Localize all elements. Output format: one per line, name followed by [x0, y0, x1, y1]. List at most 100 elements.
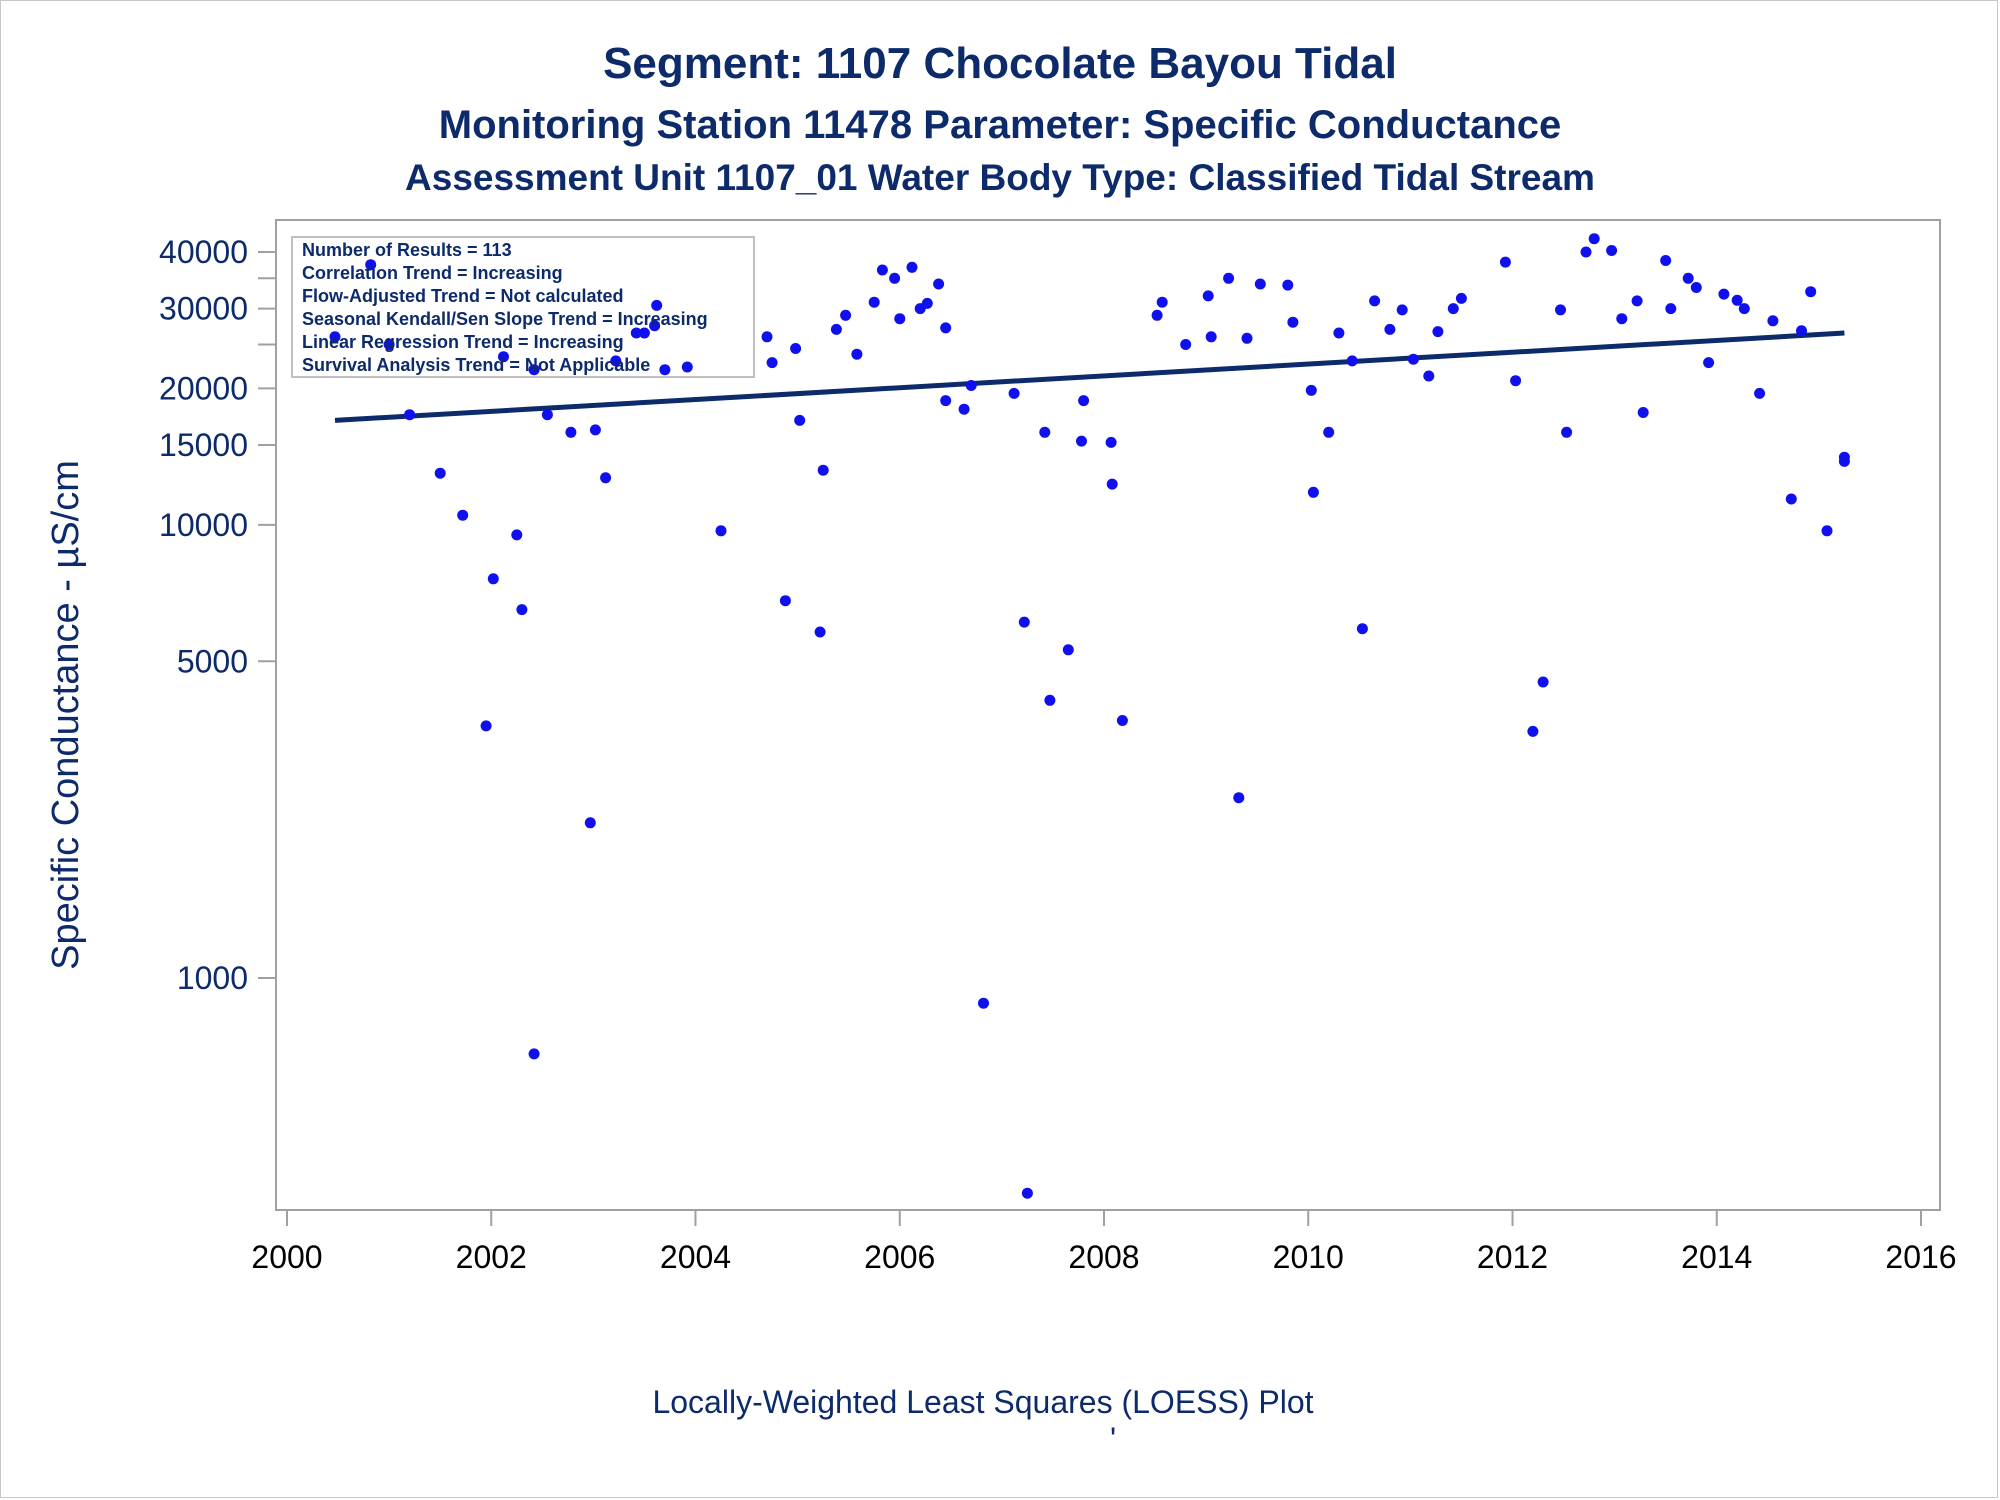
- data-point: [1076, 435, 1087, 447]
- data-point: [589, 424, 601, 436]
- data-point: [1754, 387, 1766, 399]
- data-point: [1333, 327, 1345, 339]
- chart-title: Segment: 1107 Chocolate Bayou Tidal: [603, 39, 1397, 88]
- chart-subtitle-2: Assessment Unit 1107_01 Water Body Type:…: [405, 157, 1595, 198]
- x-axis: 2000 2002 2004 2006 2008 2010 2012 2014 2016: [251, 1210, 1957, 1275]
- data-point: [329, 331, 341, 343]
- x-tick-label: 2016: [1885, 1239, 1956, 1275]
- data-point: [584, 817, 596, 829]
- data-point: [1423, 370, 1435, 382]
- y-tick-label: 10000: [159, 507, 248, 543]
- data-point: [1588, 233, 1600, 245]
- data-point: [840, 309, 852, 321]
- data-point: [894, 313, 906, 325]
- data-point: [1282, 279, 1294, 291]
- data-point: [528, 1048, 540, 1060]
- data-point: [1105, 436, 1117, 448]
- data-point: [1323, 426, 1335, 438]
- data-point: [457, 509, 469, 521]
- data-point: [1307, 486, 1319, 498]
- data-point: [1078, 395, 1090, 407]
- trend-line: [334, 330, 1845, 423]
- data-point: [638, 327, 650, 339]
- data-point: [1767, 315, 1779, 327]
- data-point: [1499, 256, 1511, 268]
- data-point: [868, 296, 880, 308]
- data-point: [1527, 725, 1539, 737]
- chart-subtitle: Monitoring Station 11478 Parameter: Spec…: [439, 103, 1562, 147]
- data-point: [1838, 455, 1850, 467]
- data-point: [1305, 384, 1317, 396]
- data-point: [940, 395, 952, 407]
- data-point: [1432, 326, 1444, 338]
- data-point: [830, 323, 842, 335]
- x-tick-label: 2010: [1273, 1239, 1344, 1275]
- data-point: [1738, 303, 1750, 315]
- trend-line-group: [334, 330, 1845, 423]
- data-point: [1561, 426, 1573, 438]
- data-point: [1718, 288, 1730, 300]
- data-point: [978, 997, 989, 1009]
- stats-line: Linear Regression Trend = Increasing: [302, 332, 624, 352]
- x-tick-label: 2000: [251, 1239, 322, 1275]
- data-point: [1202, 290, 1214, 302]
- data-point: [1665, 303, 1677, 315]
- data-point: [1287, 316, 1299, 328]
- data-point: [933, 278, 945, 290]
- data-point: [1223, 272, 1235, 284]
- data-point: [761, 331, 773, 343]
- data-point: [906, 261, 918, 273]
- data-point: [480, 720, 492, 732]
- data-point: [1703, 357, 1715, 369]
- data-point: [541, 409, 553, 421]
- data-point: [1116, 715, 1128, 726]
- data-point: [565, 426, 577, 438]
- data-point: [1369, 295, 1381, 307]
- x-tick-label: 2014: [1681, 1239, 1752, 1275]
- data-point: [434, 467, 446, 479]
- stats-line: Flow-Adjusted Trend = Not calculated: [302, 286, 624, 306]
- data-point: [1407, 353, 1419, 365]
- data-point: [1631, 295, 1643, 307]
- data-point: [817, 464, 829, 476]
- data-point: [1044, 694, 1056, 706]
- y-tick-label: 30000: [159, 291, 248, 327]
- data-point: [1241, 332, 1253, 344]
- data-point: [1233, 792, 1245, 804]
- data-point: [1254, 278, 1266, 290]
- stats-line: Correlation Trend = Increasing: [302, 263, 563, 283]
- data-point: [1346, 355, 1358, 367]
- data-point: [681, 361, 693, 373]
- data-point: [1616, 313, 1628, 325]
- data-point: [1018, 616, 1030, 628]
- y-tick-label: 1000: [177, 960, 248, 996]
- data-point: [516, 604, 528, 616]
- x-tick-label: 2012: [1477, 1239, 1548, 1275]
- data-point: [649, 320, 661, 332]
- stats-line: Number of Results = 113: [302, 240, 512, 260]
- data-point: [365, 259, 377, 271]
- data-point: [794, 414, 806, 426]
- stats-box: Number of Results = 113 Correlation Trend…: [291, 236, 755, 378]
- data-point: [1106, 478, 1118, 490]
- data-point: [958, 403, 970, 415]
- x-tick-label: 2008: [1068, 1239, 1139, 1275]
- data-point: [528, 364, 540, 376]
- data-point: [1205, 331, 1217, 343]
- data-point: [630, 327, 642, 339]
- data-point: [659, 364, 671, 376]
- data-point: [651, 299, 663, 311]
- data-point: [1555, 304, 1566, 316]
- x-tick-label: 2004: [660, 1239, 731, 1275]
- y-tick-label: 20000: [159, 370, 248, 406]
- data-point: [766, 357, 778, 369]
- data-point: [1785, 493, 1797, 505]
- data-point: [1731, 294, 1743, 306]
- data-point: [383, 339, 395, 350]
- data-point: [1455, 292, 1467, 304]
- data-point: [511, 529, 523, 541]
- data-point: [779, 595, 791, 607]
- data-point: [1821, 525, 1833, 537]
- data-point: [965, 380, 977, 391]
- y-tick-label: 5000: [177, 643, 248, 679]
